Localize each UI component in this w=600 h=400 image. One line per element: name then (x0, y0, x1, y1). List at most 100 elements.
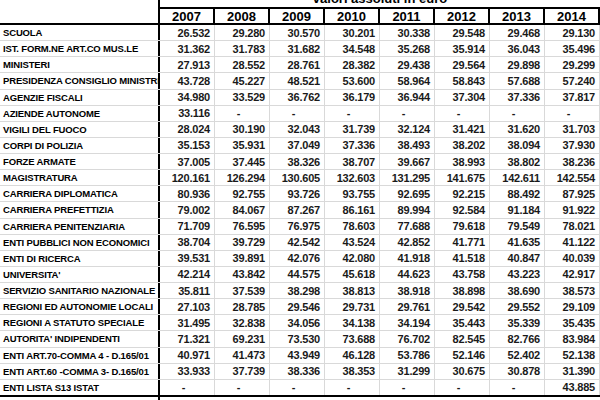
value-cell: 43.223 (490, 267, 545, 282)
value-cell: 38.690 (490, 283, 545, 298)
value-cell: 37.049 (270, 138, 325, 153)
row-label: CARRIERA PENITENZIARIA (0, 219, 160, 234)
value-cell: 73.688 (325, 331, 380, 346)
table-row: IST. FORM.NE ART.CO MUS.LE31.36231.78331… (0, 41, 600, 57)
value-cell: 29.546 (270, 299, 325, 314)
row-label: SCUOLA (0, 25, 160, 40)
row-label: ENTI ART.70-COMMA 4 - D.165/01 (0, 348, 160, 363)
value-cell: 31.682 (270, 41, 325, 56)
value-cell: 41.771 (435, 235, 490, 250)
row-label: ENTI DI RICERCA (0, 251, 160, 266)
value-cell: 38.298 (270, 283, 325, 298)
value-cell: 30.675 (435, 364, 490, 379)
value-cell: 27.103 (160, 299, 215, 314)
value-cell: 26.532 (160, 25, 215, 40)
value-cell: 31.739 (325, 122, 380, 137)
table-row: FORZE ARMATE37.00537.44538.32638.70739.6… (0, 154, 600, 170)
value-cell: 76.975 (270, 219, 325, 234)
value-cell: 87.267 (270, 202, 325, 217)
value-cell: 86.161 (325, 202, 380, 217)
value-cell: 41.635 (490, 235, 545, 250)
value-cell: 42.917 (545, 267, 600, 282)
row-label: CARRIERA PREFETTIZIA (0, 202, 160, 217)
value-cell: - (160, 380, 215, 395)
year-header-cell: 2009 (270, 7, 325, 25)
row-label: ENTI ART.60 -COMMA 3- D.165/01 (0, 364, 160, 379)
value-cell: 42.214 (160, 267, 215, 282)
value-cell: 32.838 (215, 315, 270, 330)
value-cell: 43.885 (545, 380, 600, 395)
value-cell: 89.994 (380, 202, 435, 217)
value-cell: 52.138 (545, 348, 600, 363)
year-header-cell: 2008 (215, 7, 270, 25)
value-cell: 34.138 (325, 315, 380, 330)
value-cell: 31.362 (160, 41, 215, 56)
value-cell: 35.435 (545, 315, 600, 330)
value-cell: 120.161 (160, 170, 215, 185)
value-cell: 38.707 (325, 154, 380, 169)
value-cell: 141.675 (435, 170, 490, 185)
value-cell: - (435, 380, 490, 395)
value-cell: 37.930 (545, 138, 600, 153)
table-title: valori assoluti in euro (160, 0, 600, 7)
value-cell: - (380, 106, 435, 121)
value-cell: 37.005 (160, 154, 215, 169)
value-cell: 34.980 (160, 90, 215, 105)
value-cell: 28.552 (215, 57, 270, 72)
table-body: SCUOLA26.53229.28030.57030.20130.33829.5… (0, 25, 600, 395)
value-cell: 43.758 (435, 267, 490, 282)
value-cell: 27.913 (160, 57, 215, 72)
value-cell: 35.339 (490, 315, 545, 330)
value-cell: 28.024 (160, 122, 215, 137)
value-cell: 79.618 (435, 219, 490, 234)
table-row: AUTORITA' INDIPENDENTI71.32169.23173.530… (0, 331, 600, 347)
value-cell: 29.761 (380, 299, 435, 314)
value-cell: 33.933 (160, 364, 215, 379)
value-cell: 40.847 (490, 251, 545, 266)
row-label: FORZE ARMATE (0, 154, 160, 169)
value-cell: 93.755 (325, 186, 380, 201)
year-header-cell: 2007 (160, 7, 215, 25)
value-cell: 40.039 (545, 251, 600, 266)
value-cell: 39.729 (215, 235, 270, 250)
table-row: AGENZIE FISCALI34.98033.52936.76236.1793… (0, 90, 600, 106)
value-cell: 77.688 (380, 219, 435, 234)
value-cell: - (380, 380, 435, 395)
table-row: ENTI LISTA S13 ISTAT-------43.885 (0, 380, 600, 395)
value-cell: 39.891 (215, 251, 270, 266)
value-cell: 31.299 (380, 364, 435, 379)
table-row: MAGISTRATURA120.161126.294130.605132.603… (0, 170, 600, 186)
value-cell: 29.280 (215, 25, 270, 40)
value-cell: 35.268 (380, 41, 435, 56)
value-cell: 37.739 (215, 364, 270, 379)
row-label: AGENZIE FISCALI (0, 90, 160, 105)
table-row: REGIONI ED AUTONOMIE LOCALI27.10328.7852… (0, 299, 600, 315)
value-cell: 38.898 (435, 283, 490, 298)
value-cell: 92.215 (435, 186, 490, 201)
value-cell: 58.843 (435, 73, 490, 88)
table-row: ENTI PUBBLICI NON ECONOMICI38.70439.7294… (0, 235, 600, 251)
value-cell: 36.944 (380, 90, 435, 105)
value-cell: - (215, 106, 270, 121)
value-cell: 41.473 (215, 348, 270, 363)
year-header-cell: 2010 (325, 7, 380, 25)
value-cell: 46.128 (325, 348, 380, 363)
value-cell: 48.521 (270, 73, 325, 88)
value-cell: - (490, 380, 545, 395)
value-cell: 41.918 (380, 251, 435, 266)
value-cell: 31.620 (490, 122, 545, 137)
table-row: MINISTERI27.91328.55228.76128.38229.4382… (0, 57, 600, 73)
row-label: SERVIZIO SANITARIO NAZIONALE (0, 283, 160, 298)
row-label: ENTI PUBBLICI NON ECONOMICI (0, 235, 160, 250)
value-cell: 28.761 (270, 57, 325, 72)
value-cell: 82.545 (435, 331, 490, 346)
value-cell: 32.043 (270, 122, 325, 137)
value-cell: 37.817 (545, 90, 600, 105)
value-cell: 80.936 (160, 186, 215, 201)
salary-table: valori assoluti in euro 2007200820092010… (0, 0, 600, 400)
value-cell: 76.702 (380, 331, 435, 346)
value-cell: 45.227 (215, 73, 270, 88)
value-cell: 38.094 (490, 138, 545, 153)
value-cell: - (270, 380, 325, 395)
value-cell: 52.146 (435, 348, 490, 363)
